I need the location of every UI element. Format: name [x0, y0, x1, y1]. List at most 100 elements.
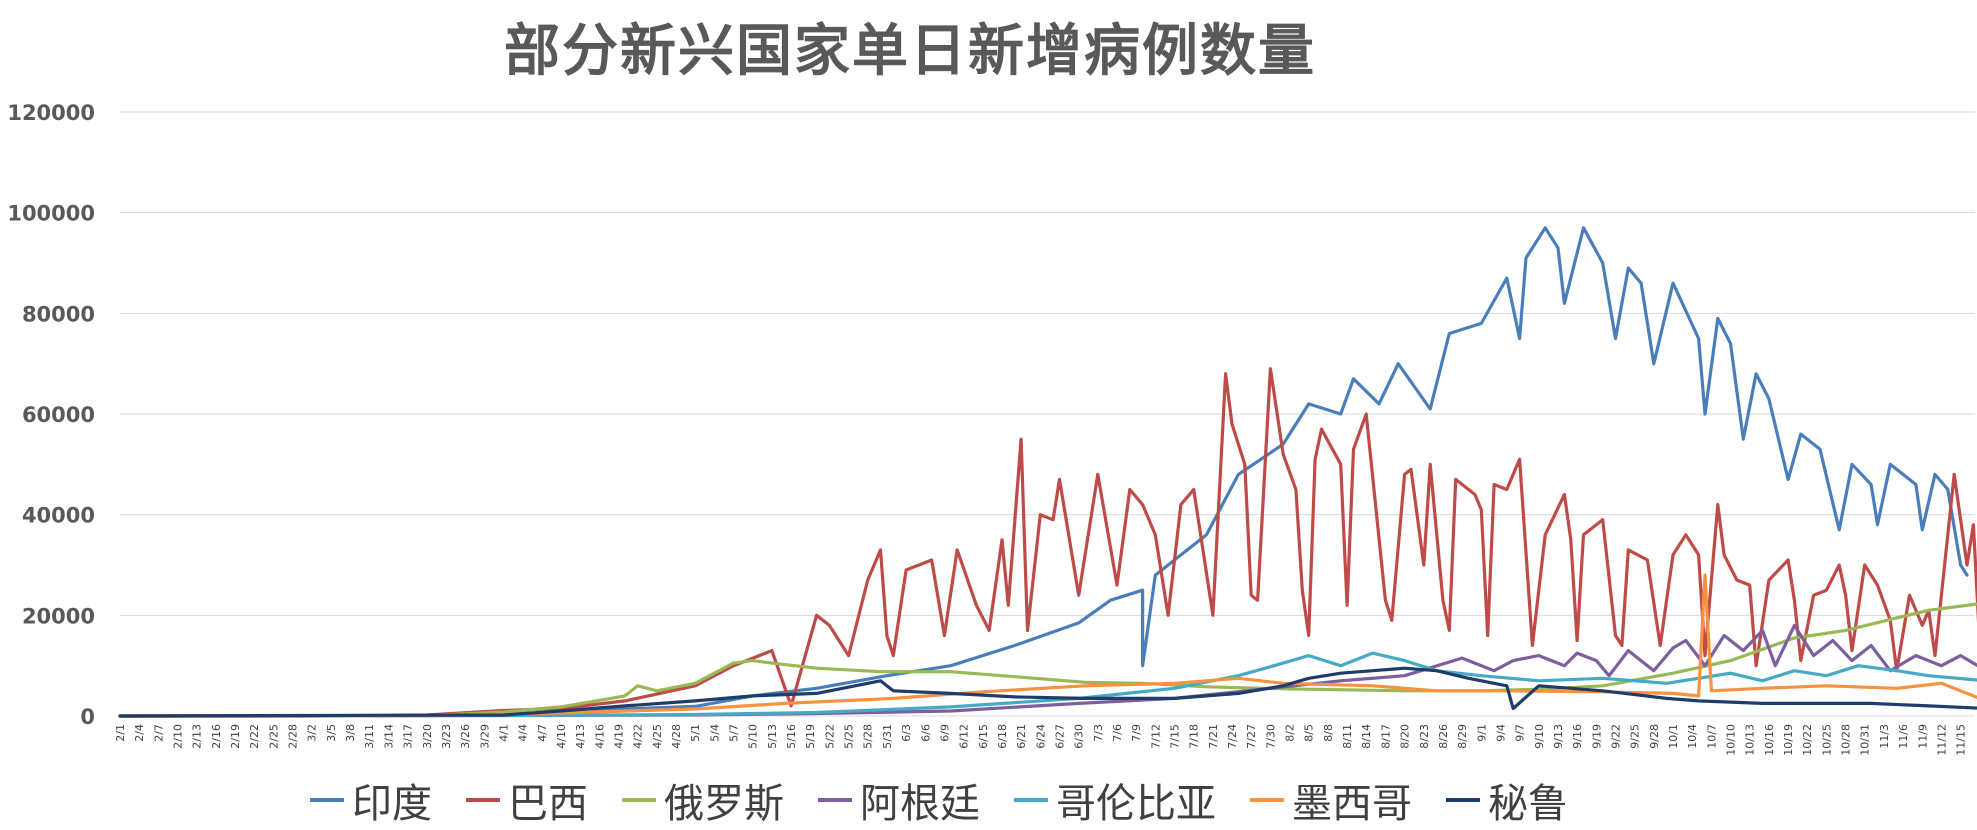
x-tick-label: 5/22 [823, 724, 836, 749]
legend-label: 秘鲁 [1488, 781, 1568, 827]
x-tick-label: 2/10 [172, 724, 185, 749]
x-tick-label: 9/1 [1475, 724, 1488, 742]
x-tick-label: 9/7 [1514, 724, 1527, 742]
x-tick-label: 6/24 [1034, 724, 1047, 749]
x-tick-label: 7/18 [1188, 724, 1201, 749]
x-tick-label: 10/31 [1859, 724, 1872, 756]
x-tick-label: 9/22 [1609, 724, 1622, 749]
legend-swatch [1250, 798, 1284, 802]
x-tick-label: 6/30 [1073, 724, 1086, 749]
x-tick-label: 5/1 [689, 724, 702, 742]
x-tick-label: 6/6 [919, 724, 932, 742]
x-tick-label: 5/25 [843, 724, 856, 749]
x-tick-label: 10/1 [1667, 724, 1680, 749]
legend-label: 哥伦比亚 [1056, 781, 1216, 827]
legend-swatch [310, 798, 344, 802]
x-tick-label: 8/17 [1379, 724, 1392, 749]
x-tick-label: 9/19 [1590, 724, 1603, 749]
x-tick-label: 2/4 [133, 724, 146, 742]
x-tick-label: 9/10 [1533, 724, 1546, 749]
x-tick-label: 5/19 [804, 724, 817, 749]
x-tick-label: 9/28 [1648, 724, 1661, 749]
x-tick-label: 11/3 [1878, 724, 1891, 749]
y-tick-label: 40000 [22, 504, 95, 528]
y-tick-label: 20000 [22, 604, 95, 628]
x-tick-label: 7/24 [1226, 724, 1239, 749]
x-tick-label: 4/4 [517, 724, 530, 742]
series-line-2 [118, 602, 1977, 718]
x-tick-label: 2/13 [191, 724, 204, 749]
x-tick-label: 5/7 [728, 724, 741, 742]
x-tick-label: 11/15 [1955, 724, 1968, 756]
series-line-6 [118, 666, 1977, 718]
x-tick-label: 2/22 [248, 724, 261, 749]
x-tick-label: 8/26 [1437, 724, 1450, 749]
x-tick-label: 8/14 [1360, 724, 1373, 749]
x-tick-label: 9/16 [1571, 724, 1584, 749]
x-tick-label: 10/22 [1801, 724, 1814, 756]
x-tick-label: 10/16 [1763, 724, 1776, 756]
x-tick-label: 4/25 [651, 724, 664, 749]
x-tick-label: 3/29 [478, 724, 491, 749]
x-tick-label: 10/13 [1744, 724, 1757, 756]
x-tick-label: 6/9 [938, 724, 951, 742]
x-tick-label: 2/7 [152, 724, 165, 742]
x-tick-label: 4/1 [497, 724, 510, 742]
chart-legend: 印度 巴西 俄罗斯 阿根廷 哥伦比亚 墨西哥 秘鲁 [310, 770, 1910, 830]
legend-swatch [818, 798, 852, 802]
x-tick-label: 8/20 [1399, 724, 1412, 749]
legend-item: 阿根廷 [818, 771, 980, 829]
x-tick-label: 3/17 [402, 724, 415, 749]
x-tick-label: 6/21 [1015, 724, 1028, 749]
legend-item: 墨西哥 [1250, 771, 1412, 829]
x-tick-label: 3/2 [306, 724, 319, 742]
x-tick-label: 9/4 [1494, 724, 1507, 742]
y-tick-label: 60000 [22, 403, 95, 427]
x-tick-label: 10/19 [1782, 724, 1795, 756]
legend-swatch [466, 798, 500, 802]
y-tick-label: 120000 [7, 101, 95, 125]
x-tick-label: 3/14 [382, 724, 395, 749]
y-tick-label: 80000 [22, 302, 95, 326]
x-tick-label: 9/25 [1629, 724, 1642, 749]
x-tick-label: 4/16 [593, 724, 606, 749]
legend-item: 俄罗斯 [622, 771, 784, 829]
x-tick-label: 7/3 [1092, 724, 1105, 742]
x-tick-label: 3/11 [363, 724, 376, 749]
series-line-0 [118, 226, 1969, 718]
legend-item: 巴西 [466, 771, 588, 829]
legend-label: 阿根廷 [860, 781, 980, 827]
x-tick-label: 7/27 [1245, 724, 1258, 749]
x-tick-label: 6/27 [1053, 724, 1066, 749]
x-tick-label: 7/21 [1207, 724, 1220, 749]
x-tick-label: 8/2 [1284, 724, 1297, 742]
x-tick-label: 7/6 [1111, 724, 1124, 742]
x-tick-label: 8/23 [1418, 724, 1431, 749]
x-tick-label: 5/16 [785, 724, 798, 749]
x-tick-label: 4/28 [670, 724, 683, 749]
legend-swatch [622, 798, 656, 802]
x-tick-label: 4/7 [536, 724, 549, 742]
x-tick-label: 7/30 [1264, 724, 1277, 749]
x-tick-label: 11/12 [1935, 724, 1948, 756]
x-tick-label: 11/9 [1916, 724, 1929, 749]
legend-label: 俄罗斯 [664, 781, 784, 827]
x-tick-label: 10/4 [1686, 724, 1699, 749]
x-tick-label: 10/7 [1705, 724, 1718, 749]
x-tick-label: 6/3 [900, 724, 913, 742]
x-tick-label: 8/11 [1341, 724, 1354, 749]
x-tick-label: 3/26 [459, 724, 472, 749]
x-tick-label: 8/29 [1456, 724, 1469, 749]
x-tick-label: 5/4 [708, 724, 721, 742]
x-tick-label: 10/10 [1725, 724, 1738, 756]
x-tick-label: 3/8 [344, 724, 357, 742]
x-tick-label: 9/13 [1552, 724, 1565, 749]
x-tick-label: 5/28 [862, 724, 875, 749]
x-tick-label: 8/5 [1303, 724, 1316, 742]
x-tick-label: 7/9 [1130, 724, 1143, 742]
x-tick-label: 2/19 [229, 724, 242, 749]
series-line-1 [118, 367, 1977, 718]
legend-item: 秘鲁 [1446, 771, 1568, 829]
x-tick-label: 2/1 [114, 724, 127, 742]
